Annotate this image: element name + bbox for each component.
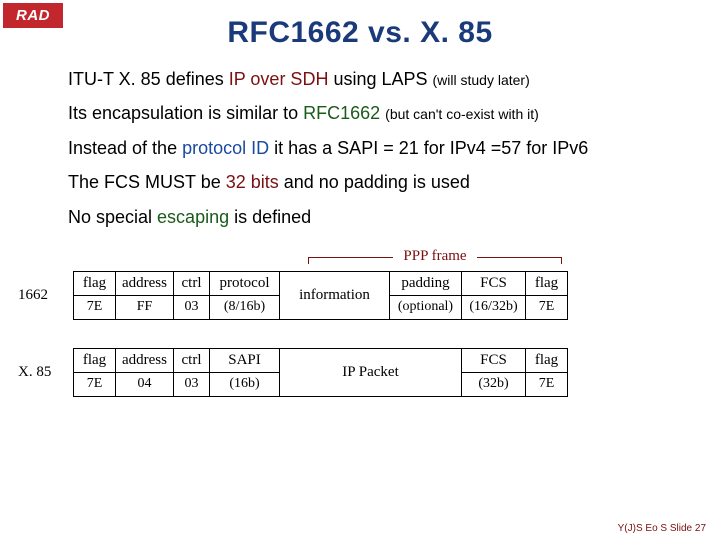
- table-header-cell: flag: [74, 348, 116, 372]
- ppp-frame-text: PPP frame: [403, 248, 466, 264]
- table-value-cell: FF: [116, 295, 174, 319]
- bracket-left: [308, 257, 393, 264]
- bullet-5-text-a: No special: [68, 207, 157, 227]
- bullet-2-keyword: RFC1662: [303, 103, 380, 123]
- bullet-4: The FCS MUST be 32 bits and no padding i…: [68, 171, 692, 194]
- table-value-cell: (16b): [210, 372, 280, 396]
- table-value-cell: 7E: [526, 295, 568, 319]
- bullet-1-small: (will study later): [433, 72, 530, 88]
- table-value-cell: 7E: [526, 372, 568, 396]
- bullet-2-small: (but can't co-exist with it): [385, 106, 539, 122]
- bullet-1-text-b: using LAPS: [328, 69, 432, 89]
- table-header-cell: FCS: [462, 271, 526, 295]
- bullet-1: ITU-T X. 85 defines IP over SDH using LA…: [68, 68, 692, 91]
- table-x85: flagaddressctrlSAPIIP PacketFCSflag7E040…: [73, 348, 568, 397]
- table-header-cell: flag: [74, 271, 116, 295]
- table-header-cell: information: [280, 271, 390, 319]
- bullet-5: No special escaping is defined: [68, 206, 692, 229]
- table-value-cell: (16/32b): [462, 295, 526, 319]
- bracket-right: [477, 257, 562, 264]
- bullet-5-text-b: is defined: [229, 207, 311, 227]
- table-header-cell: ctrl: [174, 348, 210, 372]
- table-header-cell: address: [116, 271, 174, 295]
- table-value-cell: (32b): [462, 372, 526, 396]
- bullet-1-text-a: ITU-T X. 85 defines: [68, 69, 229, 89]
- table-header-cell: flag: [526, 348, 568, 372]
- table-header-cell: FCS: [462, 348, 526, 372]
- bullet-3-text-b: it has a SAPI = 21 for IPv4 =57 for IPv6: [269, 138, 588, 158]
- table-1662-label: 1662: [18, 287, 73, 304]
- ppp-frame-label: PPP frame: [18, 247, 702, 265]
- bullet-2: Its encapsulation is similar to RFC1662 …: [68, 102, 692, 125]
- bullet-2-text-a: Its encapsulation is similar to: [68, 103, 303, 123]
- table-header-cell: protocol: [210, 271, 280, 295]
- table-x85-wrap: X. 85 flagaddressctrlSAPIIP PacketFCSfla…: [18, 348, 702, 397]
- table-value-cell: 03: [174, 295, 210, 319]
- table-header-cell: flag: [526, 271, 568, 295]
- bullet-5-keyword: escaping: [157, 207, 229, 227]
- bullet-4-keyword: 32 bits: [226, 172, 279, 192]
- table-header-cell: padding: [390, 271, 462, 295]
- brand-logo: RAD: [3, 3, 63, 28]
- bullet-1-keyword: IP over SDH: [229, 69, 329, 89]
- bullet-4-text-a: The FCS MUST be: [68, 172, 226, 192]
- table-header-cell: SAPI: [210, 348, 280, 372]
- bullet-list: ITU-T X. 85 defines IP over SDH using LA…: [18, 68, 702, 229]
- table-value-cell: 04: [116, 372, 174, 396]
- bullet-4-text-b: and no padding is used: [279, 172, 470, 192]
- slide-footer: Y(J)S Eo S Slide 27: [618, 523, 706, 534]
- table-header-cell: address: [116, 348, 174, 372]
- table-header-cell: IP Packet: [280, 348, 462, 396]
- page-title: RFC1662 vs. X. 85: [18, 16, 702, 50]
- table-value-cell: (optional): [390, 295, 462, 319]
- table-value-cell: (8/16b): [210, 295, 280, 319]
- table-1662-wrap: 1662 flagaddressctrlprotocolinformationp…: [18, 271, 702, 320]
- table-1662: flagaddressctrlprotocolinformationpaddin…: [73, 271, 568, 320]
- bullet-3-keyword: protocol ID: [182, 138, 269, 158]
- bullet-3-text-a: Instead of the: [68, 138, 182, 158]
- table-value-cell: 03: [174, 372, 210, 396]
- bullet-3: Instead of the protocol ID it has a SAPI…: [68, 137, 692, 160]
- table-x85-label: X. 85: [18, 364, 73, 381]
- table-header-cell: ctrl: [174, 271, 210, 295]
- table-value-cell: 7E: [74, 295, 116, 319]
- table-value-cell: 7E: [74, 372, 116, 396]
